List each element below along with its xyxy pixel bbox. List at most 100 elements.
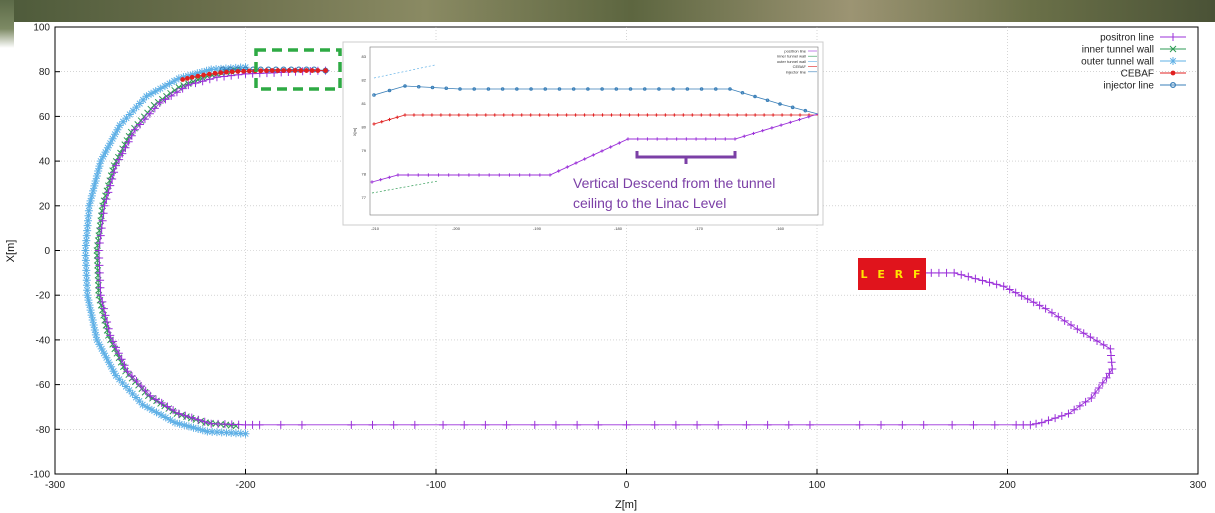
inset-marker [600,113,605,117]
series-marker [84,216,93,225]
series-marker [92,335,101,344]
inset-marker [396,173,400,177]
inset-marker [733,137,737,141]
series-marker [139,95,148,104]
series-marker [155,98,164,107]
inset-x-tick: -210 [371,226,380,231]
inset-marker [753,94,757,99]
series-marker [95,253,104,262]
inset-marker [370,180,374,184]
series-marker [927,268,936,277]
inset-y-tick: 81 [362,101,367,106]
series-marker [127,131,136,140]
inset-marker [788,120,792,124]
series-marker [1023,295,1032,304]
series-marker [188,70,197,79]
series-marker [106,331,115,340]
inset-marker [617,141,621,145]
series-marker [212,65,221,74]
inset-marker [557,87,562,91]
series-marker [1029,298,1038,307]
inset-marker [583,157,587,161]
inset-marker [636,137,640,141]
series-marker [229,69,235,75]
inset-marker [387,175,391,179]
inset-marker [751,131,756,136]
inset-marker [571,87,576,91]
series-marker [107,336,114,344]
series-marker [323,68,328,73]
series-marker [784,420,793,429]
inset-marker [803,108,808,113]
series-marker [189,74,195,80]
series-marker [152,408,161,417]
series-marker [194,424,203,433]
inset-marker [779,123,783,127]
inset-marker [591,153,595,157]
legend-marker [1169,33,1177,41]
series-marker [227,420,236,429]
series-marker [1093,337,1102,346]
series-marker [969,420,978,429]
series-marker [175,419,184,428]
inset-x-tick: -170 [695,226,704,231]
legend-label: injector line [1103,81,1154,92]
series-marker [101,148,110,157]
inset-y-tick: 80 [362,125,367,130]
series-marker [551,420,560,429]
series-marker [146,391,155,400]
legend-label: outer tunnel wall [1081,57,1154,68]
series-marker [650,420,659,429]
series-marker [573,420,582,429]
inset-marker [591,113,596,117]
series-marker [410,420,419,429]
series-marker [161,413,170,422]
inset-marker [655,137,659,141]
series-marker [81,251,90,260]
series-marker [141,386,150,395]
series-marker [855,420,864,429]
series-marker [919,420,928,429]
inset-marker [770,126,774,130]
series-marker [241,420,250,429]
inset-marker [475,113,479,117]
series-marker [942,268,951,277]
series-marker [156,84,165,93]
inset-x-tick: -190 [533,226,542,231]
series-marker [224,69,229,75]
series-marker [276,420,285,429]
series-marker [179,73,188,82]
series-marker [166,416,175,425]
series-marker [85,201,94,210]
series-marker [131,393,140,402]
series-marker [1044,416,1053,425]
series-marker [83,286,92,295]
series-marker [1047,308,1056,317]
series-marker [99,209,108,218]
series-marker [167,91,176,100]
series-marker [275,68,281,73]
series-marker [309,68,315,73]
series-marker [111,130,120,139]
y-tick-label: -40 [36,335,51,346]
inset-marker [430,113,434,117]
highlight-box [254,48,342,91]
x-tick-label: 100 [809,480,826,491]
series-marker [292,68,298,73]
series-marker [128,389,137,398]
series-marker [82,281,91,290]
series-marker [89,321,98,329]
inset-marker [753,113,757,117]
series-marker [119,117,128,126]
series-marker [86,306,95,315]
series-marker [439,420,448,429]
y-tick-label: 100 [33,23,50,34]
inset-legend-label: positron line [784,49,806,54]
inset-marker [430,85,435,90]
series-marker [985,278,994,287]
series-marker [120,361,129,370]
inset-marker [372,93,376,97]
inset-marker [406,173,410,177]
series-marker [115,155,124,164]
